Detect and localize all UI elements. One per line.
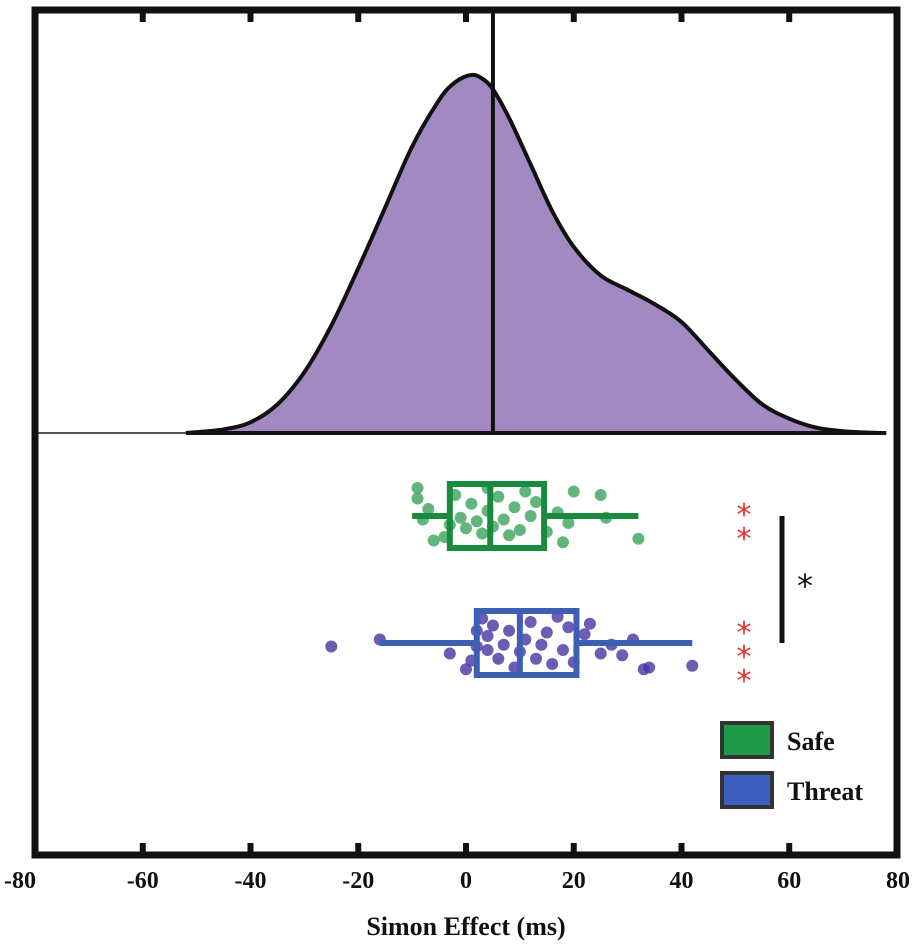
data-point [562,621,575,634]
data-point [497,638,510,651]
box [446,481,548,551]
data-point [530,496,543,508]
tick-label: -80 [4,868,36,894]
data-point [513,524,526,536]
threat-significance-star: * [737,640,752,675]
data-point [546,658,559,670]
data-point [686,659,699,672]
tick-label: 40 [670,868,694,894]
comparison-star: * [797,567,813,605]
data-point [519,485,532,498]
data-point [476,527,489,540]
data-point [443,647,456,660]
box-layer [325,481,699,678]
data-point [422,503,435,515]
data-point [454,511,467,524]
data-point [524,616,537,628]
legend-label-threat: Threat [787,777,863,806]
legend-label-safe: Safe [787,727,835,756]
data-point [583,617,596,630]
data-point [578,628,591,641]
data-point [325,640,338,653]
safe-significance-star: * [737,522,752,557]
data-point [460,663,472,676]
data-point [530,652,543,665]
tick-label: 80 [886,868,910,894]
data-point [481,630,494,642]
data-point [465,497,478,510]
data-point [503,529,516,542]
data-point [535,638,548,651]
data-point [497,513,510,526]
data-point [556,536,569,549]
data-point [540,626,553,639]
data-point [556,644,569,656]
data-point [460,522,472,535]
threat-significance-star: * [737,664,752,699]
significance-layer: ****** [737,498,814,699]
data-point [524,510,537,522]
threat-significance-star: * [737,616,752,651]
data-point [427,534,440,547]
density-curve [185,72,887,435]
data-point [567,485,580,498]
tick-label: 20 [562,868,586,894]
data-point [503,624,516,637]
safe-significance-star: * [737,498,752,533]
data-point [616,649,629,662]
data-point [562,517,575,529]
data-point [508,501,521,514]
legend-swatch-safe [720,721,774,759]
series-threat [325,608,699,678]
data-point [492,652,505,665]
box [473,608,580,678]
series-safe [411,481,645,551]
data-point [470,515,483,528]
data-point [594,489,607,501]
legend-swatch-threat [720,771,774,809]
tick-label: -60 [127,868,159,894]
tick-label: -40 [235,868,267,894]
x-axis-title: Simon Effect (ms) [366,912,565,941]
data-point [486,619,499,632]
data-point [594,647,607,660]
density-fill [185,74,887,433]
tick-label: 0 [460,868,472,894]
x-axis: -80 -60 -40 -20 0 20 40 60 80 [4,6,910,894]
density-layer [35,10,887,435]
data-point [632,532,645,545]
tick-label: 60 [777,868,801,894]
legend: Safe Threat [720,721,863,809]
data-point [643,661,656,674]
tick-label: -20 [342,868,374,894]
data-point [481,644,494,656]
data-point [492,490,505,503]
data-point [411,482,424,494]
data-point [411,492,424,505]
